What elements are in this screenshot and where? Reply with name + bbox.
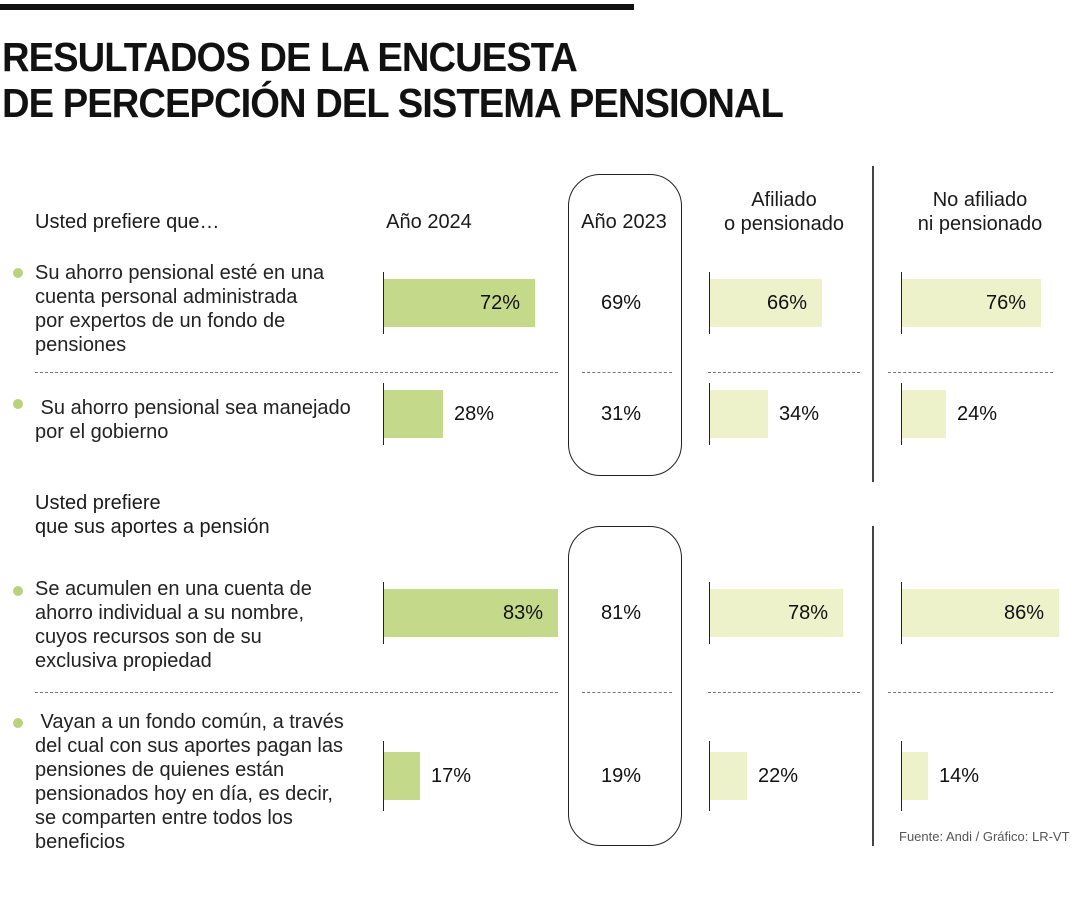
col-header-no-afiliado: No afiliado ni pensionado [895,188,1065,236]
text-line: Vayan a un fondo común, a través [35,711,344,733]
row-divider [35,372,558,373]
title-line-1: RESULTADOS DE LA ENCUESTA [2,34,578,80]
text-line: por expertos de un fondo de [35,310,286,332]
col-header-no-afiliado-line1: No afiliado [932,189,1028,211]
bar-afiliado [710,589,843,637]
bar-y2024 [384,589,558,637]
text-line: cuenta personal administrada [35,286,298,308]
section2-item1-text: Se acumulen en una cuenta de ahorro indi… [35,577,312,673]
value-label-no_afiliado: 76% [986,292,1027,314]
bar-axis-line [709,272,710,334]
text-line: Su ahorro pensional esté en una [35,262,325,284]
text-line: pensiones de quienes están [35,759,285,781]
bar-y2024 [384,752,420,800]
year-2023-highlight-top [568,174,682,476]
value-label-no_afiliado: 24% [957,403,998,425]
bullet-icon [13,399,23,409]
bar-axis-line [709,741,710,811]
section1-question: Usted prefiere que… [35,211,220,233]
text-line: por el gobierno [35,421,169,443]
text-line: Su ahorro pensional sea manejado [35,397,351,419]
bar-axis-line [709,582,710,644]
bar-axis-line [901,272,902,334]
row-divider [35,692,558,693]
text-line: pensionados hoy en día, es decir, [35,783,333,805]
source-note: Fuente: Andi / Gráfico: LR-VT [899,829,1070,844]
section2-item2-text: Vayan a un fondo común, a través del cua… [35,710,344,854]
page-title: RESULTADOS DE LA ENCUESTA DE PERCEPCIÓN … [2,34,784,126]
text-line: del cual con sus aportes pagan las [35,735,343,757]
bullet-icon [13,268,23,278]
value-label-afiliado: 22% [758,765,799,787]
bar-no_afiliado [902,589,1059,637]
col-header-afiliado-line1: Afiliado [751,189,817,211]
year-2023-highlight-bottom [568,526,682,846]
text-line: pensiones [35,334,127,356]
bar-axis-line [383,741,384,811]
bar-axis-line [901,582,902,644]
value-label-y2024: 28% [454,403,495,425]
row-divider [582,692,672,693]
bar-y2024 [384,279,535,327]
row-divider [888,372,1053,373]
row-divider [708,692,860,693]
value-label-afiliado: 78% [788,602,829,624]
title-line-2: DE PERCEPCIÓN DEL SISTEMA PENSIONAL [2,80,784,126]
col-header-no-afiliado-line2: ni pensionado [917,213,1043,235]
col-header-2024: Año 2024 [386,211,472,233]
value-label-2023: 19% [601,765,642,787]
col-header-afiliado-line2: o pensionado [723,213,845,235]
row-divider [888,692,1053,693]
bullet-icon [13,586,23,596]
value-label-2023: 31% [601,403,642,425]
text-line: Usted prefiere [35,492,161,514]
bar-afiliado [710,279,822,327]
value-label-no_afiliado: 14% [939,765,980,787]
col-header-afiliado: Afiliado o pensionado [699,188,869,236]
row-divider [582,372,672,373]
row-divider [708,372,860,373]
value-label-y2024: 83% [503,602,544,624]
bar-no_afiliado [902,279,1041,327]
col-header-2023: Año 2023 [581,211,667,233]
bar-axis-line [901,383,902,445]
text-line: Se acumulen en una cuenta de [35,578,312,600]
column-separator-bottom [872,526,874,846]
bar-y2024 [384,390,443,438]
text-line: que sus aportes a pensión [35,516,270,538]
bar-no_afiliado [902,390,946,438]
column-separator-top [872,166,874,482]
section1-item1-text: Su ahorro pensional esté en una cuenta p… [35,261,324,357]
bullet-icon [13,718,23,728]
text-line: ahorro individual a su nombre, [35,602,305,624]
value-label-y2024: 72% [480,292,521,314]
bar-axis-line [383,582,384,644]
value-label-2023: 69% [601,292,642,314]
bar-axis-line [383,383,384,445]
value-label-afiliado: 66% [767,292,808,314]
text-line: beneficios [35,831,126,853]
bar-axis-line [383,272,384,334]
text-line: exclusiva propiedad [35,650,212,672]
section2-question: Usted prefiere que sus aportes a pensión [35,491,270,539]
bar-no_afiliado [902,752,928,800]
bar-axis-line [901,741,902,811]
value-label-y2024: 17% [431,765,472,787]
value-label-no_afiliado: 86% [1004,602,1045,624]
bar-afiliado [710,752,747,800]
text-line: se comparten entre todos los [35,807,293,829]
bar-afiliado [710,390,768,438]
value-label-2023: 81% [601,602,642,624]
bar-axis-line [709,383,710,445]
section1-item2-text: Su ahorro pensional sea manejado por el … [35,396,351,444]
text-line: cuyos recursos son de su [35,626,262,648]
value-label-afiliado: 34% [779,403,820,425]
top-rule [0,4,634,10]
